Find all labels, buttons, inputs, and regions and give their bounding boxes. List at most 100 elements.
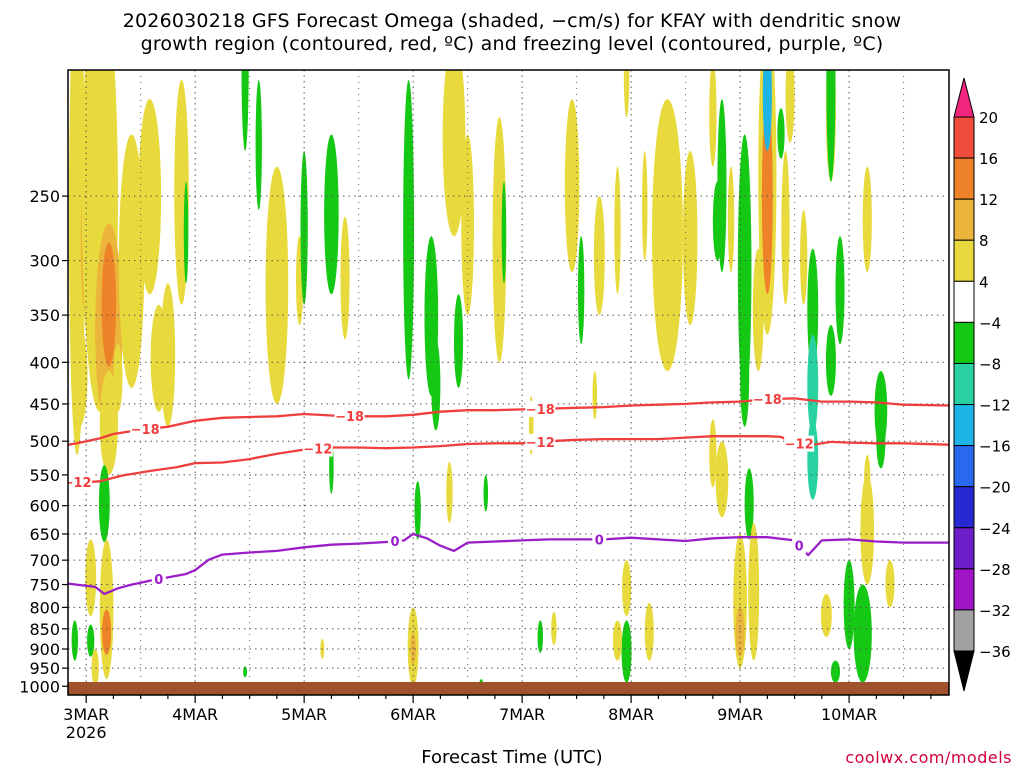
y-tick-label: 600 <box>29 497 60 516</box>
contour-minus18-label-bg <box>752 391 783 408</box>
colorbar-box <box>953 568 975 611</box>
colorbar-label: 16 <box>979 150 998 168</box>
omega-cell <box>748 522 760 661</box>
x-tick-label: 8MAR <box>608 705 654 724</box>
plot-frame <box>67 69 950 696</box>
omega-cell <box>785 70 795 143</box>
x-tick-label: 5MAR <box>281 705 327 724</box>
y-tick-label: 750 <box>29 576 60 595</box>
colorbar-label: −12 <box>979 397 1011 415</box>
omega-cell <box>642 150 648 261</box>
y-tick-label: 400 <box>29 353 60 372</box>
colorbar: 20 16 12 8 4 −4 −8 −12 −16 −20 −24 −28 −32 −36 <box>953 77 1011 692</box>
omega-cell <box>98 465 110 543</box>
omega-cell <box>820 593 832 638</box>
colorbar-label: −24 <box>979 520 1011 538</box>
omega-cell <box>87 624 95 657</box>
contour-lines: −18 −18 −18 −18 −12 −12 −12 −12 0 0 0 0 <box>63 391 949 596</box>
omega-cell <box>826 70 836 182</box>
colorbar-box <box>953 445 975 488</box>
omega-cell <box>762 70 772 151</box>
ground-strip <box>68 682 949 695</box>
omega-cell <box>492 117 507 363</box>
contour-minus18-label: −18 <box>131 423 160 438</box>
colorbar-label: −8 <box>979 355 1001 373</box>
contour-minus18-label: −18 <box>335 410 364 425</box>
omega-cell <box>709 419 717 488</box>
omega-cell <box>101 242 117 367</box>
y-tick-label: 900 <box>29 640 60 659</box>
omega-cell <box>99 371 118 475</box>
x-tick-label: 7MAR <box>499 705 545 724</box>
omega-cell <box>825 325 836 396</box>
colorbar-box <box>953 239 975 282</box>
omega-cell <box>118 134 145 388</box>
contour-freezing-level-label: 0 <box>390 535 399 550</box>
plot-area-background <box>68 70 949 695</box>
axes: 2503003504004505005506006507007508008509… <box>19 187 932 742</box>
colorbar-label: −28 <box>979 561 1011 579</box>
y-tick-label: 300 <box>29 252 60 271</box>
omega-cell <box>446 461 453 523</box>
omega-cell <box>622 560 632 617</box>
omega-cell <box>138 99 162 295</box>
y-tick-label: 850 <box>29 620 60 639</box>
omega-cell <box>324 134 339 295</box>
omega-cell <box>744 468 754 540</box>
omega-cell <box>71 325 88 427</box>
contour-freezing-level-label: 0 <box>595 533 604 548</box>
omega-cell <box>71 620 78 661</box>
omega-cell <box>835 236 845 345</box>
omega-cell <box>592 371 598 420</box>
omega-shading <box>68 70 895 694</box>
omega-cell <box>265 166 289 404</box>
omega-cell <box>403 79 415 380</box>
y-tick-label: 700 <box>29 551 60 570</box>
contour-minus12-label: −12 <box>63 476 92 491</box>
omega-cell <box>160 283 176 427</box>
contour-minus18-label: −18 <box>753 393 782 408</box>
y-tick-label: 1000 <box>19 677 60 696</box>
omega-cell <box>727 166 735 273</box>
colorbar-box <box>953 362 975 406</box>
omega-cell <box>737 134 752 404</box>
omega-cell <box>621 620 632 683</box>
colorbar-box <box>953 486 975 529</box>
omega-cell <box>241 70 249 151</box>
omega-cell <box>885 560 895 608</box>
colorbar-box <box>953 609 975 652</box>
omega-cell <box>461 134 474 316</box>
omega-cell <box>781 150 790 305</box>
omega-cell <box>340 216 350 340</box>
omega-cell <box>102 609 112 655</box>
colorbar-box <box>953 321 975 364</box>
y-tick-label: 250 <box>29 187 60 206</box>
colorbar-box <box>953 116 975 159</box>
contour-minus12-label-bg <box>525 433 556 450</box>
omega-cell <box>761 99 773 295</box>
colorbar-label: −20 <box>979 479 1011 497</box>
contour-minus18-label-bg <box>525 400 556 417</box>
omega-cell <box>709 70 717 167</box>
colorbar-label: −4 <box>979 314 1001 332</box>
omega-cell <box>243 666 248 678</box>
omega-cell <box>623 70 630 118</box>
x-tick-label: 4MAR <box>172 705 218 724</box>
colorbar-label: 8 <box>979 232 989 250</box>
colorbar-label: −16 <box>979 438 1011 456</box>
omega-cell <box>853 584 872 683</box>
contour-minus12-label-bg <box>302 440 333 457</box>
omega-cell <box>740 325 750 427</box>
contour-minus12-label: −12 <box>303 443 332 458</box>
omega-cell <box>255 79 262 210</box>
x-axis-title: Forecast Time (UTC) <box>421 747 603 768</box>
omega-cell <box>113 344 123 412</box>
contour-freezing-level-label-bg <box>387 533 402 550</box>
omega-cell <box>644 602 654 661</box>
y-tick-label: 450 <box>29 395 60 414</box>
contour-freezing-level-line <box>68 532 949 596</box>
contour-minus12-label-bg <box>68 474 93 491</box>
colorbar-box <box>953 280 975 323</box>
y-tick-label: 550 <box>29 466 60 485</box>
contour-minus12-label-bg <box>784 435 815 452</box>
